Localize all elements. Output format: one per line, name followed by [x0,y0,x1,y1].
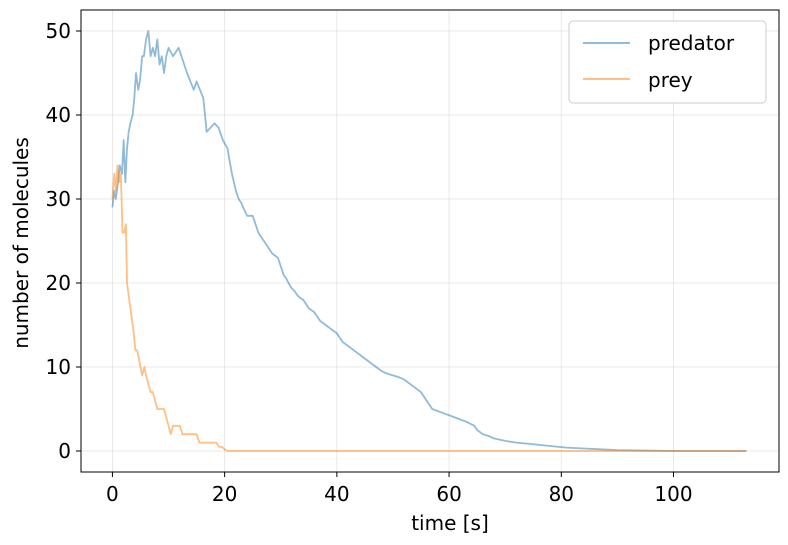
x-tick-label: 80 [549,482,574,506]
series-line-predator [111,30,747,452]
legend-box [568,20,767,104]
y-tick-label: 0 [58,439,71,463]
ticks: 0 20 40 60 80 100 0 10 20 30 40 50 [46,19,693,506]
x-tick-label: 100 [654,482,692,506]
grid [81,10,779,472]
x-axis-label: time [s] [411,511,489,535]
legend-label-predator: predator [648,31,735,55]
series-lines [111,30,747,452]
y-tick-label: 30 [46,187,71,211]
y-tick-label: 20 [46,271,71,295]
y-axis-label: number of molecules [9,137,33,349]
y-tick-label: 40 [46,103,71,127]
x-tick-label: 60 [436,482,461,506]
x-tick-label: 0 [106,482,119,506]
plot-frame [80,9,780,473]
y-tick-label: 10 [46,355,71,379]
x-tick-label: 40 [324,482,349,506]
legend: predator prey [568,20,767,104]
y-tick-label: 50 [46,19,71,43]
series-line-prey [111,164,747,452]
legend-label-prey: prey [648,68,693,92]
x-tick-label: 20 [212,482,237,506]
